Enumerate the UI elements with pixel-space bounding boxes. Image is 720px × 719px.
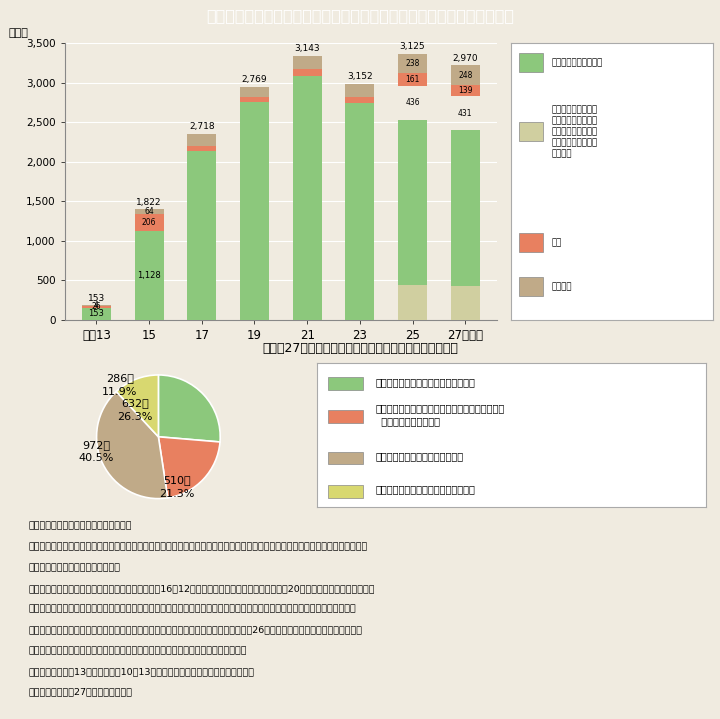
Text: 際相手からの暴力及びその被害者についても，法の適用対象となった。: 際相手からの暴力及びその被害者についても，法の適用対象となった。 (29, 646, 247, 655)
Text: Ｉ－５－５図　配偶者暴力等に関する保護命令事件の処理状況等の推移: Ｉ－５－５図 配偶者暴力等に関する保護命令事件の処理状況等の推移 (206, 9, 514, 23)
Text: ４．平成13年値は，同年10月13日の配偶者暴力防止法施行以降の件数。: ４．平成13年値は，同年10月13日の配偶者暴力防止法施行以降の件数。 (29, 667, 254, 676)
Wedge shape (96, 392, 168, 498)
Text: 4: 4 (94, 301, 99, 310)
Text: 「子への接近禁止命令」のみ発令: 「子への接近禁止命令」のみ発令 (375, 452, 463, 462)
Bar (135, 214, 163, 231)
Bar (398, 285, 427, 320)
Text: 2,970: 2,970 (452, 54, 478, 63)
Text: 2,769: 2,769 (242, 75, 267, 84)
Text: ３．配偶者暴力防止法の改正により，平成16年12月に「子への接近禁止命令」制度が，20年１月に「電話等禁止命令」: ３．配偶者暴力防止法の改正により，平成16年12月に「子への接近禁止命令」制度が… (29, 584, 375, 593)
Text: 632件: 632件 (122, 398, 149, 408)
Text: 制度及び「親族等への接近禁止命令」制度がそれぞれ新設された。これらの命令は，被害者への接近禁止命令と同: 制度及び「親族等への接近禁止命令」制度がそれぞれ新設された。これらの命令は，被害… (29, 605, 356, 614)
Text: 回付等の事案を含む。: 回付等の事案を含む。 (29, 563, 120, 572)
Text: 436: 436 (405, 99, 420, 107)
Text: 40.5%: 40.5% (79, 454, 114, 464)
Text: 3,143: 3,143 (294, 44, 320, 53)
Bar (187, 146, 216, 151)
Text: 972件: 972件 (83, 439, 111, 449)
Bar (328, 485, 364, 498)
Text: 時に又は被害者への接近禁止命令が発令された後に発令される。さらに，26年１月より，生活の本拠を共にする交: 時に又は被害者への接近禁止命令が発令された後に発令される。さらに，26年１月より… (29, 626, 362, 634)
Bar (519, 233, 544, 252)
Text: 2,718: 2,718 (189, 122, 215, 132)
Bar (451, 85, 480, 96)
Bar (240, 102, 269, 320)
Bar (82, 308, 111, 320)
Text: ＜平成27年における認容（保護命令発令）件数の内訳＞: ＜平成27年における認容（保護命令発令）件数の内訳＞ (262, 342, 458, 355)
Bar (451, 130, 480, 320)
Bar (187, 151, 216, 320)
Bar (346, 104, 374, 320)
Bar (451, 65, 480, 85)
Bar (519, 52, 544, 72)
Text: 認容（保護命令発令）: 認容（保護命令発令） (552, 58, 603, 67)
Bar (398, 120, 427, 320)
Text: 510件: 510件 (163, 475, 191, 485)
Text: 「子への接近禁止命令」及び「親族等への接近禁
  止命令」が同時に発令: 「子への接近禁止命令」及び「親族等への接近禁 止命令」が同時に発令 (375, 403, 505, 426)
Bar (398, 73, 427, 86)
Text: 64: 64 (144, 207, 154, 216)
Text: 「親族等への接近禁止命令」のみ発令: 「親族等への接近禁止命令」のみ発令 (375, 485, 475, 495)
Bar (519, 277, 544, 296)
Text: ２．「認容」には，一部認容の事案を含む。「却下」には，一部却下一部取下げの事案を含む。「取下げ等」には，移送，: ２．「認容」には，一部認容の事案を含む。「却下」には，一部却下一部取下げの事案を… (29, 542, 368, 551)
Text: 1,822: 1,822 (136, 198, 162, 206)
Wedge shape (158, 375, 220, 442)
Bar (292, 75, 322, 320)
Text: （備考）１．最高裁判所資料より作成。: （備考）１．最高裁判所資料より作成。 (29, 522, 132, 531)
Text: 1,128: 1,128 (138, 271, 161, 280)
Text: 206: 206 (142, 218, 156, 227)
Text: 139: 139 (458, 86, 472, 95)
Text: ５．平成27年値は，速報値。: ５．平成27年値は，速報値。 (29, 687, 132, 697)
Text: 21.3%: 21.3% (159, 489, 194, 499)
Bar (346, 97, 374, 104)
Text: 26: 26 (91, 302, 102, 311)
Text: 3,125: 3,125 (400, 42, 426, 51)
Text: 248: 248 (458, 70, 472, 80)
Bar (346, 84, 374, 97)
Bar (240, 87, 269, 97)
Text: 161: 161 (405, 75, 420, 83)
Text: 153: 153 (89, 309, 104, 319)
Wedge shape (117, 375, 158, 437)
Text: 286件: 286件 (106, 373, 134, 383)
Text: 431: 431 (458, 109, 472, 118)
Text: 26.3%: 26.3% (117, 412, 153, 422)
Bar (135, 231, 163, 320)
Bar (451, 286, 480, 320)
Bar (328, 452, 364, 464)
Bar (82, 306, 111, 308)
Bar (187, 134, 216, 146)
Text: 却下: 却下 (552, 238, 562, 247)
Text: 11.9%: 11.9% (102, 387, 138, 397)
Bar (240, 97, 269, 102)
Text: （件）: （件） (9, 27, 29, 37)
Wedge shape (158, 437, 220, 498)
Bar (292, 56, 322, 69)
Text: 「被害者に関する保護命令」のみ発令: 「被害者に関する保護命令」のみ発令 (375, 377, 475, 387)
Bar (292, 69, 322, 75)
Text: 取下げ等: 取下げ等 (552, 283, 572, 291)
Text: 153: 153 (88, 294, 105, 303)
Bar (398, 54, 427, 73)
Bar (519, 122, 544, 142)
Text: 238: 238 (405, 59, 420, 68)
Bar (135, 209, 163, 214)
Bar (328, 377, 364, 390)
Text: 3,152: 3,152 (347, 73, 373, 81)
Text: 認容のうち，生活の
本拠を共にする交際
相手からの暴力の被
害者からの申立てに
よるもの: 認容のうち，生活の 本拠を共にする交際 相手からの暴力の被 害者からの申立てに … (552, 105, 598, 158)
Bar (328, 410, 364, 423)
